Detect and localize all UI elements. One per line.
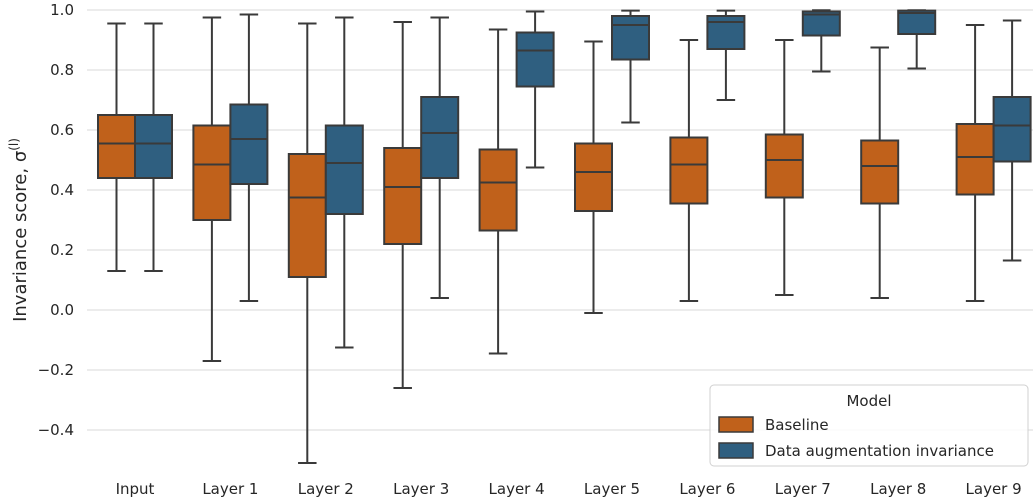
box-body — [97, 114, 136, 179]
box-augmentation — [897, 9, 937, 70]
box-body — [706, 15, 746, 50]
box-body — [764, 133, 804, 199]
y-tick-label: 0.4 — [50, 181, 74, 199]
x-tick-label: Layer 3 — [393, 480, 449, 498]
y-tick-labels: −0.4 −0.2 0.0 0.2 0.4 0.6 0.8 1.0 — [38, 1, 74, 439]
x-tick-label: Layer 9 — [966, 480, 1022, 498]
y-axis-label-text: Invariance score, σ — [10, 151, 31, 322]
box-augmentation — [324, 16, 364, 349]
legend: Model Baseline Data augmentation invaria… — [709, 384, 1029, 467]
box-augmentation — [801, 9, 841, 73]
box-augmentation — [992, 19, 1032, 262]
box-augmentation — [706, 9, 746, 101]
box-augmentation — [611, 9, 650, 124]
x-tick-label: Layer 1 — [202, 480, 258, 498]
box-baseline — [287, 22, 327, 464]
box-body — [192, 124, 232, 221]
y-tick-label: 0.0 — [50, 301, 74, 319]
y-tick-label: 0.6 — [50, 121, 74, 139]
y-tick-label: 0.8 — [50, 61, 74, 79]
box-body — [669, 136, 709, 205]
box-body — [992, 96, 1032, 163]
box-body — [420, 96, 460, 179]
x-tick-labels: Input Layer 1 Layer 2 Layer 3 Layer 4 Layer 5… — [116, 480, 1022, 498]
x-tick-label: Layer 2 — [298, 480, 354, 498]
legend-label-baseline: Baseline — [765, 416, 829, 434]
box-augmentation — [229, 13, 269, 302]
box-body — [478, 148, 518, 232]
box-augmentation — [420, 16, 460, 299]
box-augmentation — [515, 10, 555, 169]
box-body — [287, 153, 327, 278]
box-baseline — [192, 16, 232, 362]
box-body — [860, 139, 900, 205]
box-baseline — [955, 24, 995, 302]
box-body — [955, 123, 995, 196]
legend-title: Model — [846, 392, 891, 410]
box-baseline — [574, 40, 613, 314]
legend-label-data-augmentation: Data augmentation invariance — [765, 442, 994, 460]
box-baseline — [478, 28, 518, 355]
legend-frame — [709, 384, 1029, 467]
box-layer — [97, 9, 1032, 464]
box-body — [383, 147, 423, 245]
x-tick-label: Layer 7 — [775, 480, 831, 498]
legend-swatch-baseline — [718, 416, 754, 433]
y-tick-label: −0.4 — [38, 421, 74, 439]
box-baseline — [764, 39, 804, 296]
box-baseline — [669, 39, 709, 302]
box-body — [574, 142, 613, 212]
box-body — [611, 15, 650, 61]
y-axis-label-superscript: (l) — [7, 138, 21, 151]
box-augmentation — [134, 22, 173, 272]
x-tick-label: Layer 8 — [870, 480, 926, 498]
box-body — [134, 114, 173, 179]
x-tick-label: Input — [116, 480, 155, 498]
box-body — [897, 9, 937, 35]
box-baseline — [383, 21, 423, 389]
box-baseline — [860, 46, 900, 299]
y-tick-label: 0.2 — [50, 241, 74, 259]
box-body — [229, 103, 269, 185]
box-body — [324, 124, 364, 215]
y-axis-label: Invariance score, σ(l) — [7, 138, 31, 322]
y-tick-label: −0.2 — [38, 361, 74, 379]
y-tick-label: 1.0 — [50, 1, 74, 19]
legend-swatch-data-augmentation — [718, 442, 754, 459]
x-tick-label: Layer 5 — [584, 480, 640, 498]
x-tick-label: Layer 4 — [489, 480, 545, 498]
x-tick-label: Layer 6 — [679, 480, 735, 498]
box-body — [515, 31, 555, 88]
box-baseline — [97, 22, 136, 272]
